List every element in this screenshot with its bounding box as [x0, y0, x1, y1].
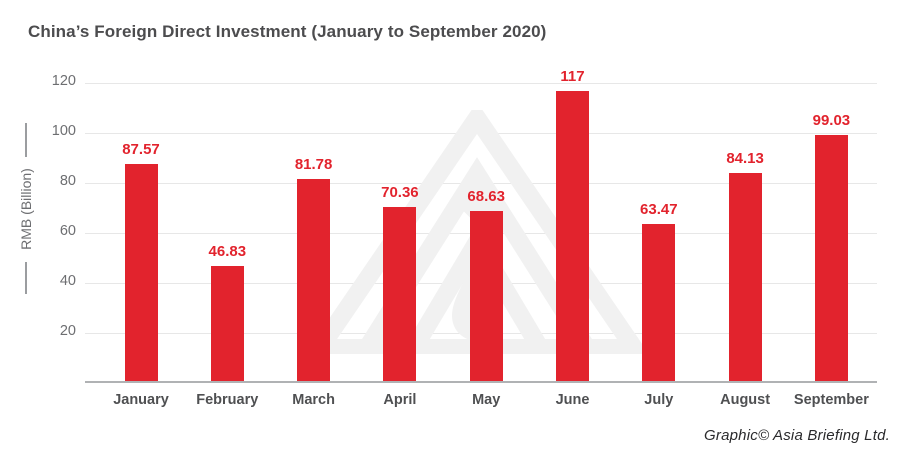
bar-value-label: 68.63 [467, 188, 505, 206]
bar-value-label: 46.83 [208, 242, 247, 260]
bar [383, 207, 417, 383]
y-tick-label: 120 [51, 73, 76, 89]
x-axis-label: August [720, 392, 771, 408]
gridline [85, 82, 877, 84]
bar-value-label: 87.57 [122, 141, 160, 159]
y-tick-label: 60 [59, 223, 76, 239]
bar-value-label: 117 [560, 67, 585, 85]
bar-value-label: 99.03 [812, 112, 851, 130]
bar [642, 224, 676, 383]
bar [297, 178, 331, 383]
bar [728, 172, 762, 383]
bar-value-label: 84.13 [726, 149, 764, 167]
bar [556, 90, 589, 383]
x-axis-label: April [383, 392, 417, 408]
x-axis-label: March [292, 392, 335, 408]
bar-value-label: 70.36 [381, 184, 419, 202]
bar-value-label: 81.78 [294, 155, 333, 173]
bar [124, 164, 158, 383]
y-tick-label: 80 [59, 173, 76, 189]
y-axis-title-dash-top [25, 123, 27, 157]
y-axis-title-dash-bottom [25, 262, 27, 294]
y-tick-label: 100 [51, 123, 76, 139]
x-axis-label: January [113, 392, 169, 408]
y-tick-label: 40 [59, 273, 76, 289]
x-axis-label: February [196, 392, 259, 408]
x-axis-line [85, 381, 877, 383]
bar-value-label: 63.47 [640, 201, 678, 219]
x-axis-label: May [472, 392, 501, 408]
chart-title: China’s Foreign Direct Investment (Janua… [28, 22, 547, 41]
bar [469, 211, 503, 383]
x-axis-label: September [793, 392, 869, 408]
bar [210, 265, 244, 383]
x-axis-label: July [644, 392, 674, 408]
bar [814, 135, 848, 383]
credit-line: Graphic© Asia Briefing Ltd. [704, 427, 890, 444]
y-tick-label: 20 [59, 323, 76, 339]
x-axis-label: June [555, 392, 590, 408]
